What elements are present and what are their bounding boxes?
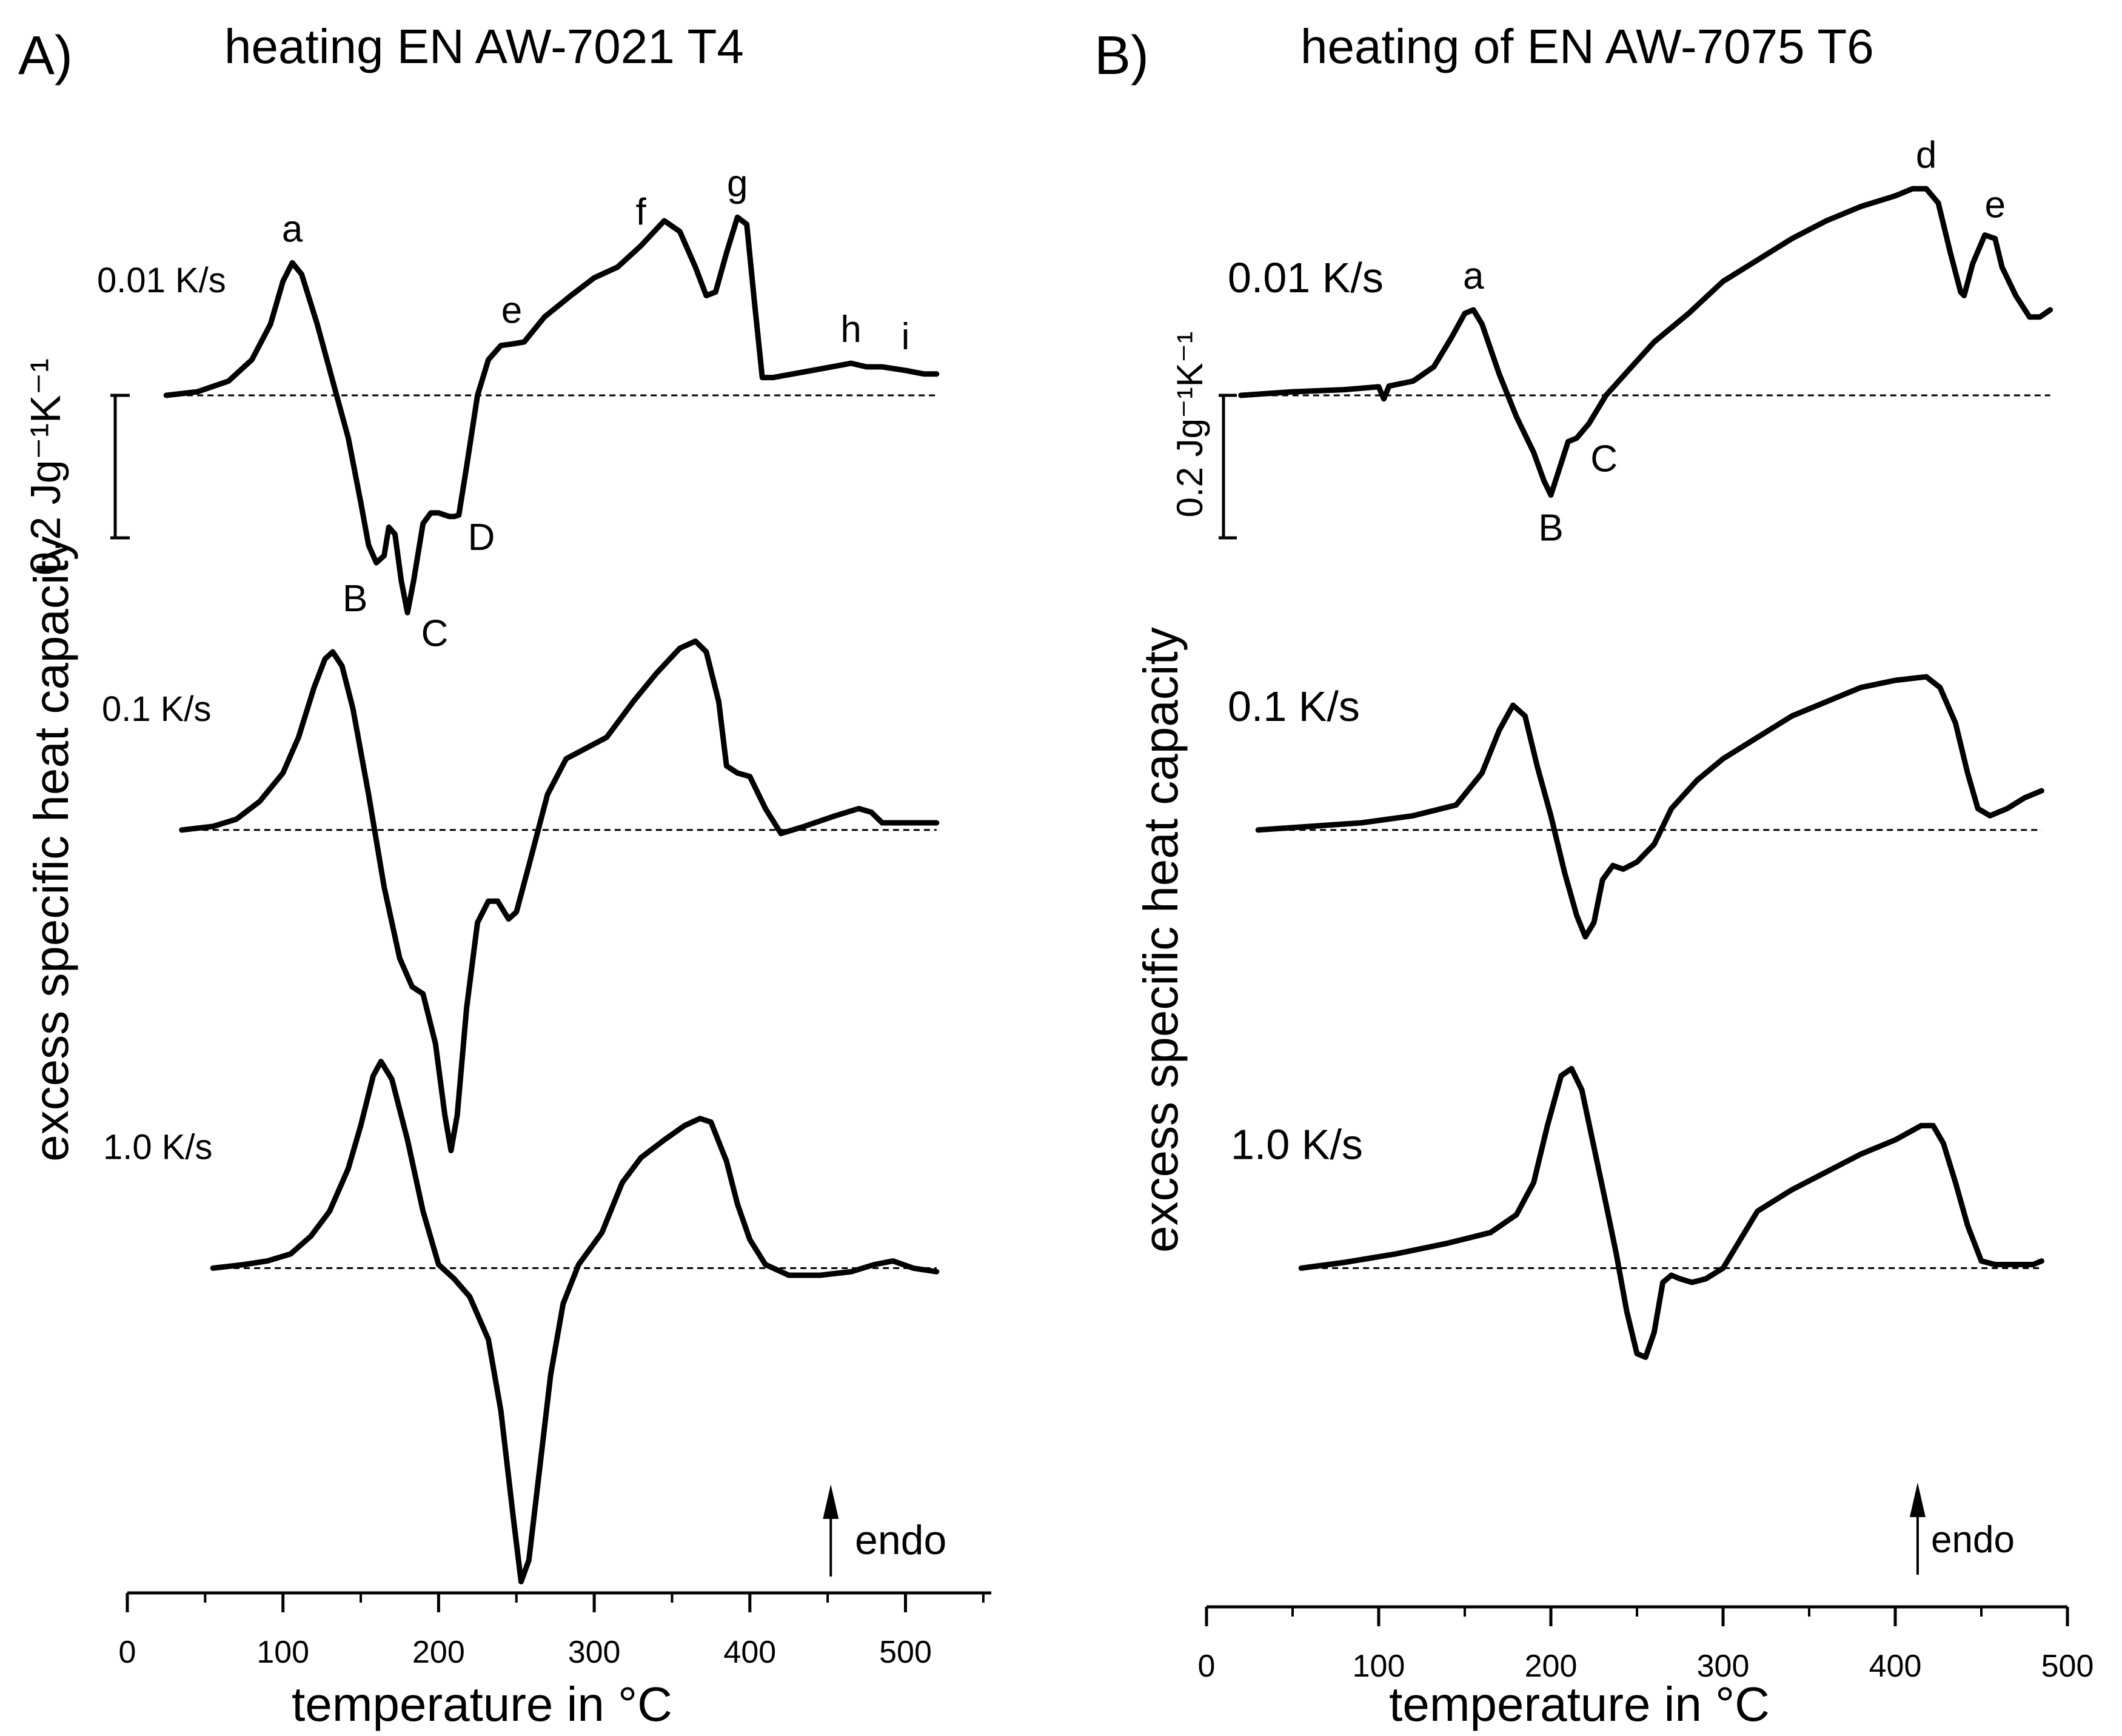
panel-b-series-line-1 (1255, 674, 2044, 940)
panel-b-x-tick-label-300: 300 (1697, 1649, 1750, 1684)
panel-b-series-line-2 (1298, 1065, 2044, 1360)
panel-a-endo-label: endo (855, 1517, 946, 1563)
panel-a-series-line-0 (163, 214, 940, 615)
panel-a-x-tick-label-200: 200 (412, 1635, 465, 1670)
panel-a-x-axis-title: temperature in °C (292, 1677, 672, 1731)
panel-a-series-label-2: 1.0 K/s (103, 1127, 213, 1167)
panel-b-title: heating of EN AW-7075 T6 (1300, 19, 1874, 73)
panel-a-x-tick-label-0: 0 (119, 1635, 136, 1670)
panel-b-x-tick-label-200: 200 (1525, 1649, 1578, 1684)
panel-b-peak-label-a: a (1463, 255, 1484, 297)
panel-a-plot: 0 100 200 300 400 500 0.01 K/s a B C De f g h i 0.1 K/s… (97, 163, 991, 1670)
panel-b-y-axis-title: excess specific heat capacity (1134, 627, 1188, 1253)
panel-a-peak-label-a: a (282, 208, 303, 250)
panel-a-series-label-0: 0.01 K/s (97, 261, 226, 300)
panel-a-peak-label-C: C (421, 612, 449, 654)
panel-b-label: B) (1094, 25, 1149, 86)
panel-a-series-line-2 (210, 1059, 940, 1584)
panel-a-x-tick-label-100: 100 (256, 1635, 309, 1670)
panel-b-endo-arrow-head (1909, 1483, 1926, 1517)
panel-a-peak-label-g: g (727, 163, 748, 204)
panel-b-series-label-0: 0.01 K/s (1228, 254, 1384, 301)
panel-b-series-line-0 (1238, 186, 2053, 498)
panel-b-x-tick-label-0: 0 (1198, 1649, 1216, 1684)
panel-b-x-tick-label-400: 400 (1869, 1649, 1922, 1684)
panel-b: B) heating of EN AW-7075 T6 0 100 200 300 40… (1094, 19, 2094, 1731)
panel-a-endo-arrow-head (823, 1484, 839, 1519)
panel-a-peak-label-e: e (501, 289, 522, 331)
panel-a-peak-label-B: B (343, 578, 367, 620)
panel-b-peak-label-d: d (1916, 134, 1936, 176)
panel-b-x-axis-title: temperature in °C (1389, 1677, 1770, 1731)
panel-a-label: A) (18, 25, 73, 86)
panel-b-peak-label-B: B (1538, 508, 1563, 549)
panel-a-series-line-1 (179, 638, 940, 1153)
panel-a-peak-label-D: D (468, 517, 495, 558)
panel-a-x-tick-label-500: 500 (879, 1635, 932, 1670)
panel-a-x-tick-label-400: 400 (723, 1635, 776, 1670)
panel-b-endo-label: endo (1931, 1519, 2015, 1561)
panel-b-scale-bar-label: 0.2 Jg⁻¹K⁻¹ (1170, 332, 1210, 518)
panel-a-series-label-1: 0.1 K/s (102, 689, 212, 729)
panel-a-peak-label-h: h (840, 309, 861, 350)
panel-b-x-tick-label-500: 500 (2041, 1649, 2094, 1684)
panel-b-series-label-2: 1.0 K/s (1231, 1121, 1363, 1168)
panel-b-peak-label-C: C (1590, 438, 1618, 480)
panel-a-y-axis-title: excess specific heat capacity (24, 536, 78, 1162)
panel-a-scale-bar-label: 0.2 Jg⁻¹K⁻¹ (22, 358, 69, 575)
panel-a-x-tick-label-300: 300 (568, 1635, 621, 1670)
panel-b-peak-label-e: e (1984, 184, 2005, 226)
panel-a: A) heating EN AW-7021 T4 0 100 200 300 400 50… (18, 19, 991, 1731)
panel-a-title: heating EN AW-7021 T4 (224, 19, 744, 73)
panel-a-peak-label-f: f (635, 191, 646, 233)
panel-b-x-tick-label-100: 100 (1353, 1649, 1405, 1684)
panel-b-series-label-1: 0.1 K/s (1228, 683, 1360, 730)
panel-b-plot: 0 100 200 300 400 500 0.01 K/s a BCd e 0.1 K/s 1.0 … (1198, 134, 2094, 1684)
panel-a-peak-label-i: i (902, 316, 910, 358)
